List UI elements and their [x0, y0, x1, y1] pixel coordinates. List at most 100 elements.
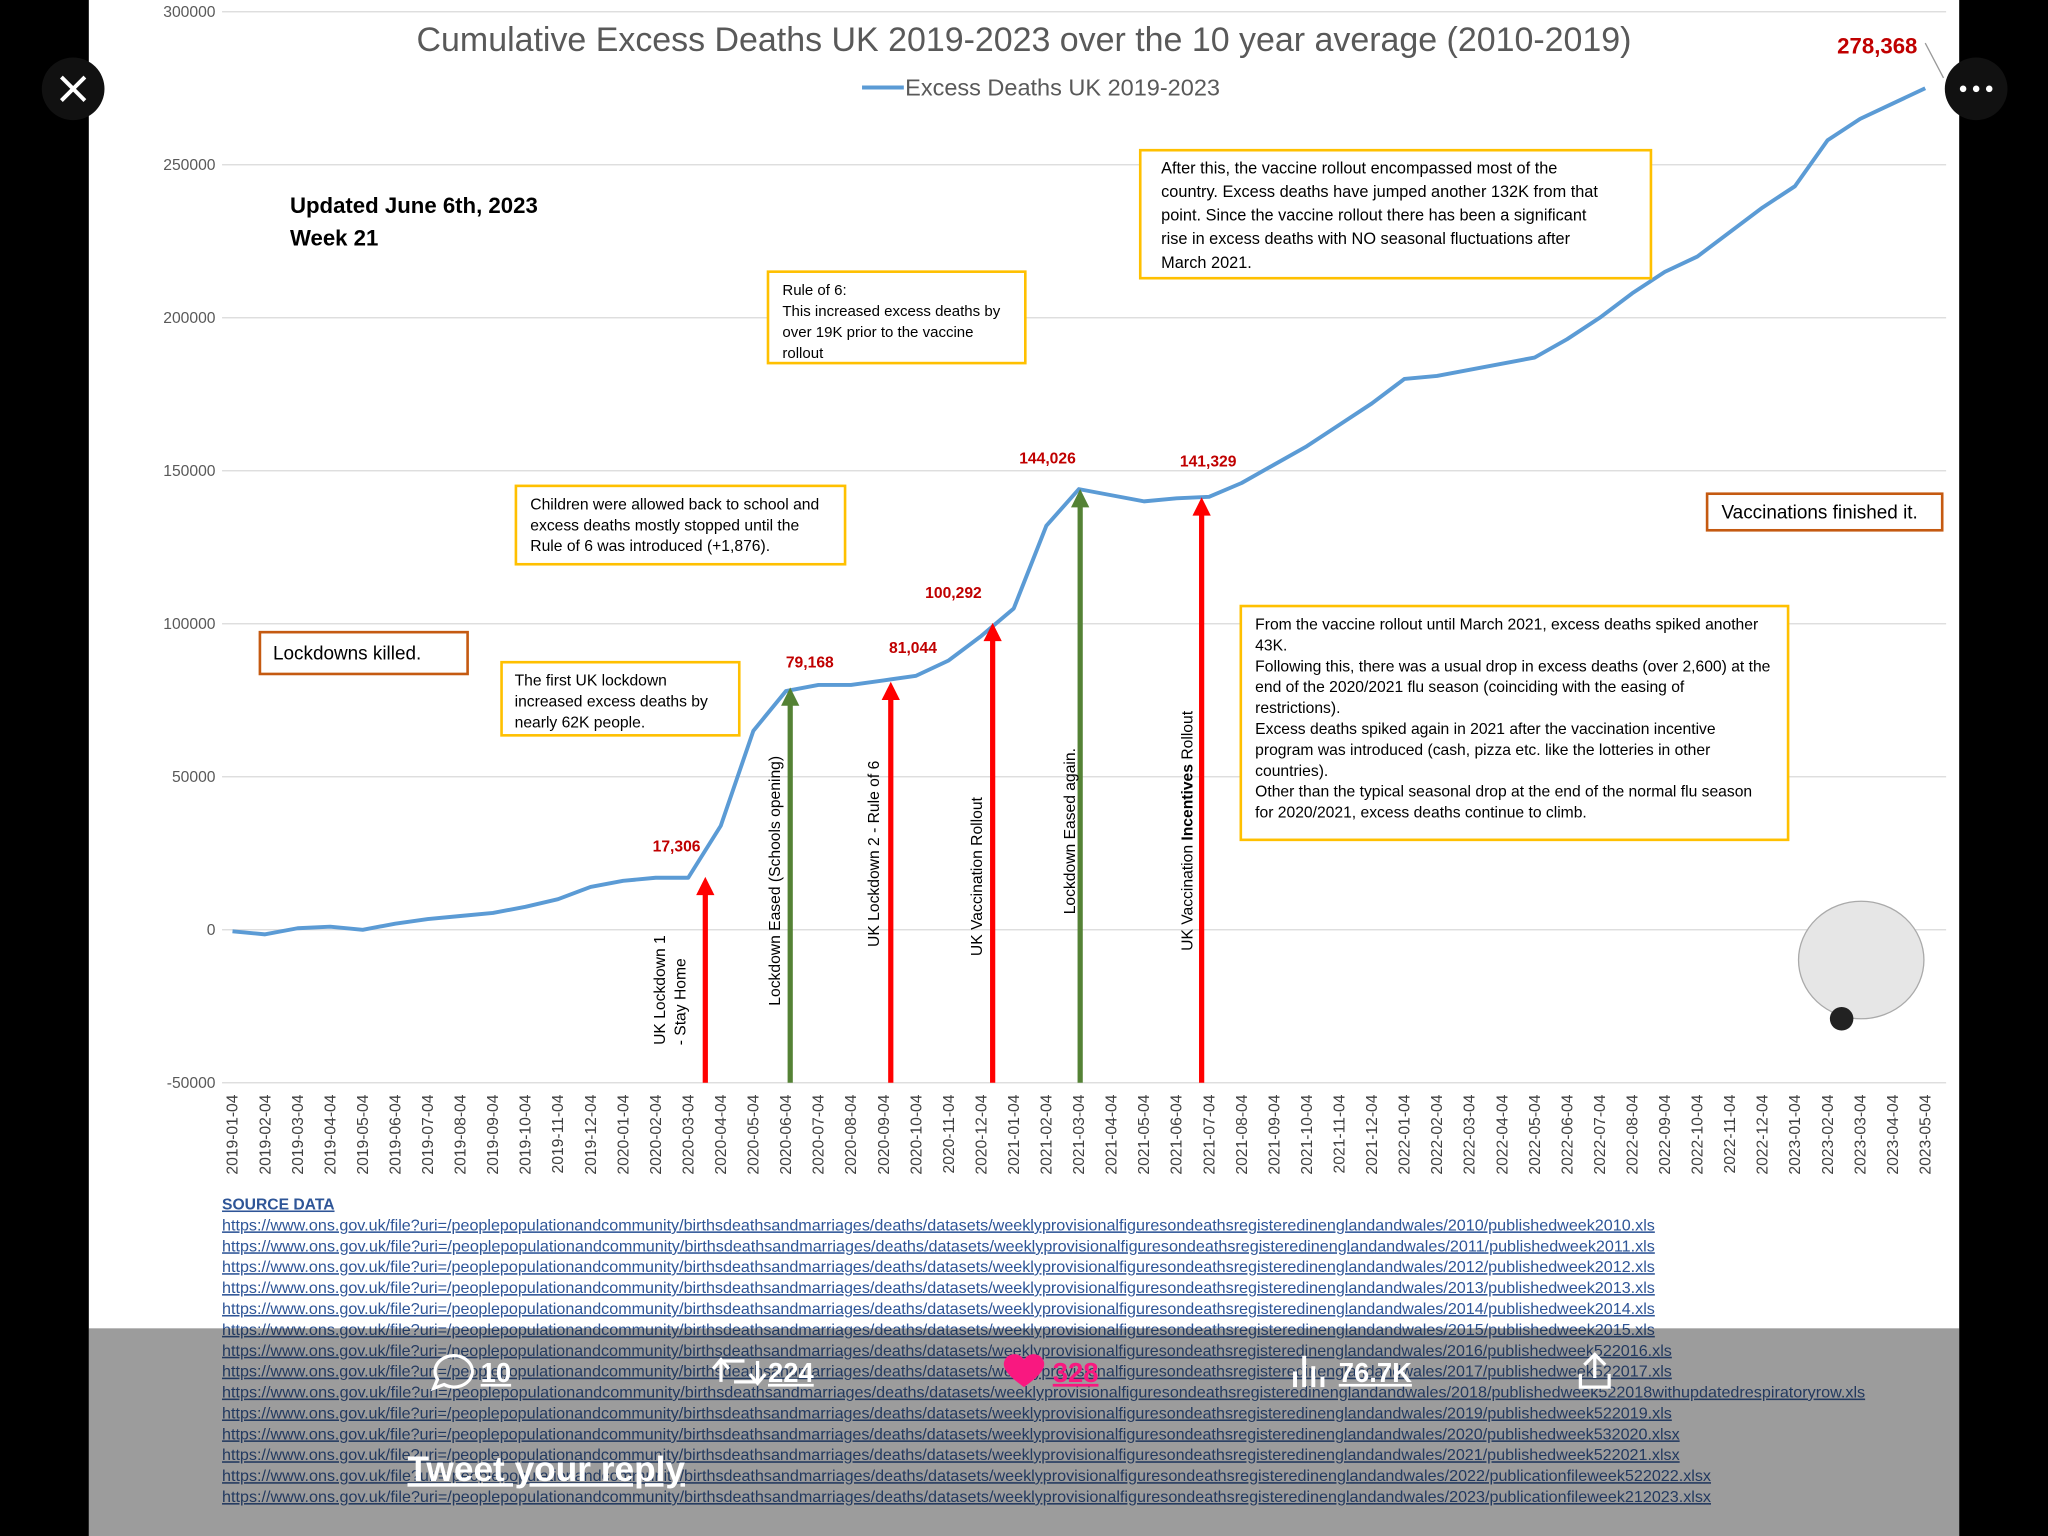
- note-box: [514, 484, 847, 566]
- source-link: https://www.ons.gov.uk/file?uri=/peoplep…: [222, 1468, 1711, 1485]
- x-tick-label: 2021-07-04: [1201, 1094, 1218, 1174]
- action-overlay: [88, 1328, 1960, 1536]
- arrow-label: UK Lockdown 1: [652, 935, 669, 1045]
- x-tick-label: 2022-06-04: [1559, 1094, 1576, 1174]
- note-line: Rule of 6:: [782, 282, 846, 299]
- arrow-label: Lockdown Eased again.: [1062, 748, 1079, 914]
- source-link: https://www.ons.gov.uk/file?uri=/peoplep…: [222, 1343, 1672, 1360]
- x-tick-label: 2021-09-04: [1266, 1094, 1283, 1174]
- note-line: rise in excess deaths with NO seasonal f…: [1161, 230, 1570, 248]
- note-line: restrictions).: [1255, 700, 1340, 717]
- note-line: Excess deaths spiked again in 2021 after…: [1255, 721, 1716, 738]
- logo: [1797, 900, 1925, 1020]
- source-link: https://www.ons.gov.uk/file?uri=/peoplep…: [222, 1385, 1865, 1402]
- note-box: [500, 660, 741, 737]
- updated-note: Week 21: [290, 226, 378, 251]
- note-line: Other than the typical seasonal drop at …: [1255, 784, 1752, 801]
- ui: 10 224 328 76.7K Tweet your reply: [41, 57, 2008, 1489]
- note-line: point. Since the vaccine rollout there h…: [1161, 207, 1587, 225]
- note-line: end of the 2020/2021 flu season (coincid…: [1255, 679, 1685, 696]
- like-count[interactable]: 328: [1053, 1357, 1099, 1388]
- more-icon: [1959, 85, 1993, 93]
- x-tick-label: 2020-02-04: [648, 1094, 665, 1174]
- x-tick-label: 2020-07-04: [811, 1094, 828, 1174]
- retweet-icon[interactable]: [711, 1357, 767, 1386]
- x-tick-label: 2023-02-04: [1820, 1094, 1837, 1174]
- chart-title: Cumulative Excess Deaths UK 2019-2023 ov…: [417, 21, 1632, 59]
- note-line: Rule of 6 was introduced (+1,876).: [530, 538, 770, 555]
- source-link: https://www.ons.gov.uk/file?uri=/peoplep…: [222, 1280, 1655, 1297]
- like-icon[interactable]: [1003, 1354, 1045, 1388]
- x-tick-label: 2023-05-04: [1917, 1094, 1934, 1174]
- x-tick-label: 2019-08-04: [453, 1094, 470, 1174]
- x-tick-label: 2020-11-04: [941, 1094, 958, 1173]
- x-tick-label: 2021-04-04: [1104, 1094, 1121, 1174]
- note-line: countries).: [1255, 763, 1328, 780]
- note-line: nearly 62K people.: [515, 715, 646, 732]
- x-tick-label: 2020-05-04: [746, 1094, 763, 1174]
- arrow-head: [696, 876, 715, 896]
- arrow-head: [881, 681, 900, 701]
- share-icon[interactable]: [1578, 1352, 1611, 1389]
- x-tick-label: 2022-11-04: [1722, 1094, 1739, 1173]
- views-icon[interactable]: [1293, 1355, 1325, 1388]
- x-tick-label: 2020-10-04: [908, 1094, 925, 1174]
- x-tick-label: 2022-07-04: [1592, 1094, 1609, 1174]
- note-line: 43K.: [1255, 637, 1287, 654]
- x-tick-label: 2022-04-04: [1494, 1094, 1511, 1174]
- views-count[interactable]: 76.7K: [1339, 1357, 1412, 1388]
- reply-count[interactable]: 10: [481, 1357, 511, 1388]
- note-line: Vaccinations finished it.: [1721, 503, 1917, 524]
- arrow-label: UK Vaccination Rollout: [969, 796, 986, 956]
- arrow-head: [983, 622, 1002, 642]
- x-tick-label: 2022-01-04: [1397, 1094, 1414, 1174]
- retweet-count[interactable]: 224: [768, 1357, 814, 1388]
- x-tick-label: 2021-01-04: [1006, 1094, 1023, 1174]
- point-value-label: 144,026: [1019, 451, 1076, 468]
- point-value-label: 17,306: [653, 839, 701, 856]
- updated-note: Updated June 6th, 2023: [290, 193, 538, 218]
- note-box: [1239, 604, 1790, 842]
- source-link: https://www.ons.gov.uk/file?uri=/peoplep…: [222, 1489, 1711, 1506]
- x-tick-label: 2022-10-04: [1690, 1094, 1707, 1174]
- note-line: over 19K prior to the vaccine: [782, 324, 973, 341]
- source-link: https://www.ons.gov.uk/file?uri=/peoplep…: [222, 1322, 1655, 1339]
- legend-label: Excess Deaths UK 2019-2023: [905, 74, 1220, 100]
- series-line: [232, 86, 1927, 937]
- x-tick-label: 2019-05-04: [355, 1094, 372, 1174]
- source-title: SOURCE DATA: [222, 1196, 334, 1213]
- x-tick-label: 2021-03-04: [1071, 1094, 1088, 1174]
- source-link: https://www.ons.gov.uk/file?uri=/peoplep…: [222, 1405, 1672, 1422]
- x-tick-label: 2022-02-04: [1429, 1094, 1446, 1174]
- x-tick-label: 2020-12-04: [973, 1094, 990, 1174]
- y-tick-label: 300000: [163, 4, 216, 21]
- reply-icon[interactable]: [430, 1354, 474, 1392]
- reply-prompt[interactable]: Tweet your reply: [408, 1450, 686, 1489]
- source-link: https://www.ons.gov.uk/file?uri=/peoplep…: [222, 1364, 1672, 1381]
- arrow-head: [1071, 489, 1090, 508]
- x-tick-label: 2023-01-04: [1787, 1094, 1804, 1174]
- arrow-label-part: Incentives: [1179, 764, 1196, 841]
- y-tick-label: 100000: [163, 616, 216, 633]
- point-value-label: 79,168: [786, 654, 834, 671]
- end-leader: [1924, 42, 1945, 79]
- x-tick-label: 2019-09-04: [485, 1094, 502, 1174]
- x-tick-label: 2019-11-04: [550, 1094, 567, 1173]
- note-line: From the vaccine rollout until March 202…: [1255, 617, 1758, 634]
- arrow-label: UK Vaccination Incentives Rollout: [1179, 710, 1196, 951]
- x-tick-label: 2021-10-04: [1299, 1094, 1316, 1174]
- x-tick-label: 2020-01-04: [615, 1094, 632, 1174]
- note-line: The first UK lockdown: [515, 673, 667, 690]
- note-line: program was introduced (cash, pizza etc.…: [1255, 742, 1710, 759]
- x-tick-label: 2020-04-04: [713, 1094, 730, 1174]
- note-line: Following this, there was a usual drop i…: [1255, 658, 1770, 675]
- x-tick-label: 2019-10-04: [518, 1094, 535, 1174]
- point-value-label: 81,044: [889, 640, 937, 657]
- note-line: March 2021.: [1161, 254, 1252, 272]
- arrow-label: UK Lockdown 2 - Rule of 6: [866, 760, 883, 947]
- x-tick-label: 2021-02-04: [1039, 1094, 1056, 1174]
- x-tick-label: 2022-09-04: [1657, 1094, 1674, 1174]
- note-box: [766, 270, 1027, 365]
- chart: Cumulative Excess Deaths UK 2019-2023 ov…: [163, 4, 1947, 1506]
- x-tick-label: 2020-09-04: [876, 1094, 893, 1174]
